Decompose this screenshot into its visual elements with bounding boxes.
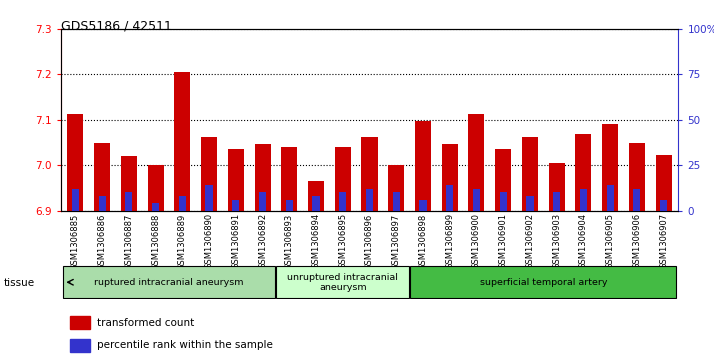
Bar [602, 125, 618, 211]
Bar [526, 196, 533, 211]
Bar [660, 200, 667, 211]
Bar [232, 200, 239, 211]
Bar [259, 192, 266, 211]
Bar [473, 189, 480, 211]
Text: ruptured intracranial aneurysm: ruptured intracranial aneurysm [94, 278, 243, 287]
Bar [206, 185, 213, 211]
Bar [393, 192, 400, 211]
Bar [335, 147, 351, 211]
Bar [70, 316, 90, 329]
Text: GDS5186 / 42511: GDS5186 / 42511 [61, 20, 171, 33]
Bar [286, 200, 293, 211]
Bar [442, 144, 458, 211]
Bar [313, 196, 320, 211]
Bar [419, 200, 426, 211]
Bar [629, 143, 645, 211]
Bar [446, 185, 453, 211]
Bar [228, 149, 244, 211]
Bar [606, 185, 614, 211]
Bar [500, 192, 507, 211]
Bar [254, 144, 271, 211]
Bar [121, 156, 137, 211]
Bar [308, 181, 324, 211]
Bar [276, 266, 409, 298]
Bar [152, 203, 159, 211]
Bar [178, 196, 186, 211]
Bar [575, 134, 591, 211]
Bar [94, 143, 110, 211]
Bar [339, 192, 346, 211]
Bar [468, 114, 485, 211]
Bar [415, 121, 431, 211]
Bar [580, 189, 587, 211]
Text: percentile rank within the sample: percentile rank within the sample [96, 340, 272, 350]
Bar [63, 266, 276, 298]
Bar [388, 165, 404, 211]
Bar [655, 155, 672, 211]
Bar [553, 192, 560, 211]
Bar [495, 149, 511, 211]
Bar [410, 266, 676, 298]
Bar [70, 339, 90, 352]
Text: transformed count: transformed count [96, 318, 193, 328]
Bar [125, 192, 133, 211]
Bar [548, 163, 565, 211]
Bar [633, 189, 640, 211]
Bar [67, 114, 84, 211]
Bar [99, 196, 106, 211]
Text: unruptured intracranial
aneurysm: unruptured intracranial aneurysm [287, 273, 398, 292]
Text: tissue: tissue [4, 278, 35, 288]
Bar [366, 189, 373, 211]
Bar [522, 136, 538, 211]
Bar [281, 147, 297, 211]
Bar [72, 189, 79, 211]
Bar [361, 136, 378, 211]
Text: superficial temporal artery: superficial temporal artery [480, 278, 607, 287]
Bar [148, 165, 164, 211]
Bar [201, 136, 217, 211]
Bar [174, 72, 191, 211]
